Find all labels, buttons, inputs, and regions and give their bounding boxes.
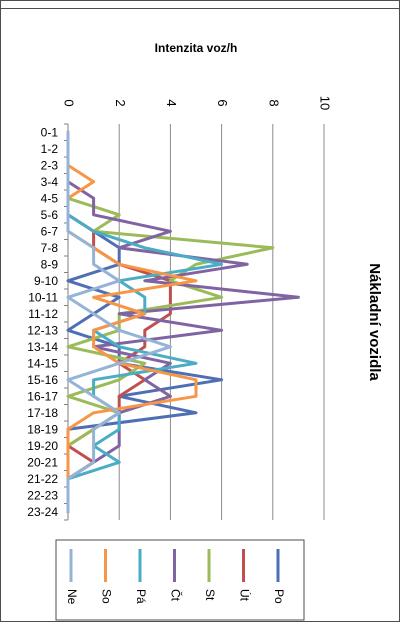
y-axis-label: Intenzita voz/h [155, 41, 238, 55]
legend-label-so: So [99, 589, 113, 604]
legend-label-pá: Pá [134, 589, 148, 604]
tick-labels: 0 2 4 6 8 10 0-1 1-2 2-3 3-4 4-5 5-6 6-7 7-8 8-9 9-10 10… [27, 96, 332, 519]
value-tick-label: 4 [164, 99, 179, 106]
category-tick-label: 7-8 [41, 241, 59, 255]
series-line-so [66, 130, 198, 514]
legend: Ne So Pá Čt St Út Po [55, 539, 305, 621]
category-tick-label: 17-18 [27, 406, 58, 420]
top-border [0, 8, 400, 9]
legend-label-čt: Čt [168, 589, 183, 602]
category-tick-label: 11-12 [28, 307, 58, 321]
series-line-ne [66, 130, 172, 514]
category-tick-label: 5-6 [41, 208, 59, 222]
category-tick-label: 23-24 [27, 505, 58, 519]
category-tick-label: 20-21 [27, 455, 58, 469]
category-tick-label: 13-14 [27, 340, 58, 354]
category-tick-label: 12-13 [27, 323, 58, 337]
gridlines [118, 124, 325, 520]
category-tick-label: 6-7 [41, 224, 59, 238]
category-tick-label: 14-15 [27, 356, 58, 370]
category-tick-label: 19-20 [27, 439, 58, 453]
series-lines [66, 130, 300, 514]
category-tick-label: 8-9 [41, 257, 59, 271]
value-tick-label: 2 [113, 99, 128, 106]
value-tick-label: 10 [318, 96, 333, 110]
category-tick-label: 3-4 [41, 175, 59, 189]
legend-box [55, 539, 305, 621]
legend-label-st: St [203, 589, 217, 601]
value-tick-label: 8 [266, 99, 281, 106]
category-tick-label: 21-22 [27, 472, 58, 486]
series-line-čt [66, 130, 300, 514]
legend-label-út: Út [237, 589, 252, 602]
category-tick-label: 1-2 [41, 142, 59, 156]
category-tick-label: 0-1 [41, 125, 59, 139]
legend-label-ne: Ne [65, 589, 79, 605]
category-tick-label: 9-10 [34, 274, 58, 288]
value-tick-label: 0 [62, 99, 77, 106]
category-tick-label: 15-16 [27, 373, 58, 387]
category-tick-label: 2-3 [41, 158, 59, 172]
category-tick-label: 22-23 [27, 488, 58, 502]
value-tick-label: 6 [215, 99, 230, 106]
chart-title: Nákladní vozidla [366, 263, 383, 381]
category-tick-label: 4-5 [41, 191, 59, 205]
category-tick-label: 16-17 [27, 389, 58, 403]
category-tick-label: 18-19 [27, 422, 58, 436]
legend-label-po: Po [272, 589, 286, 604]
category-tick-label: 10-11 [28, 290, 58, 304]
